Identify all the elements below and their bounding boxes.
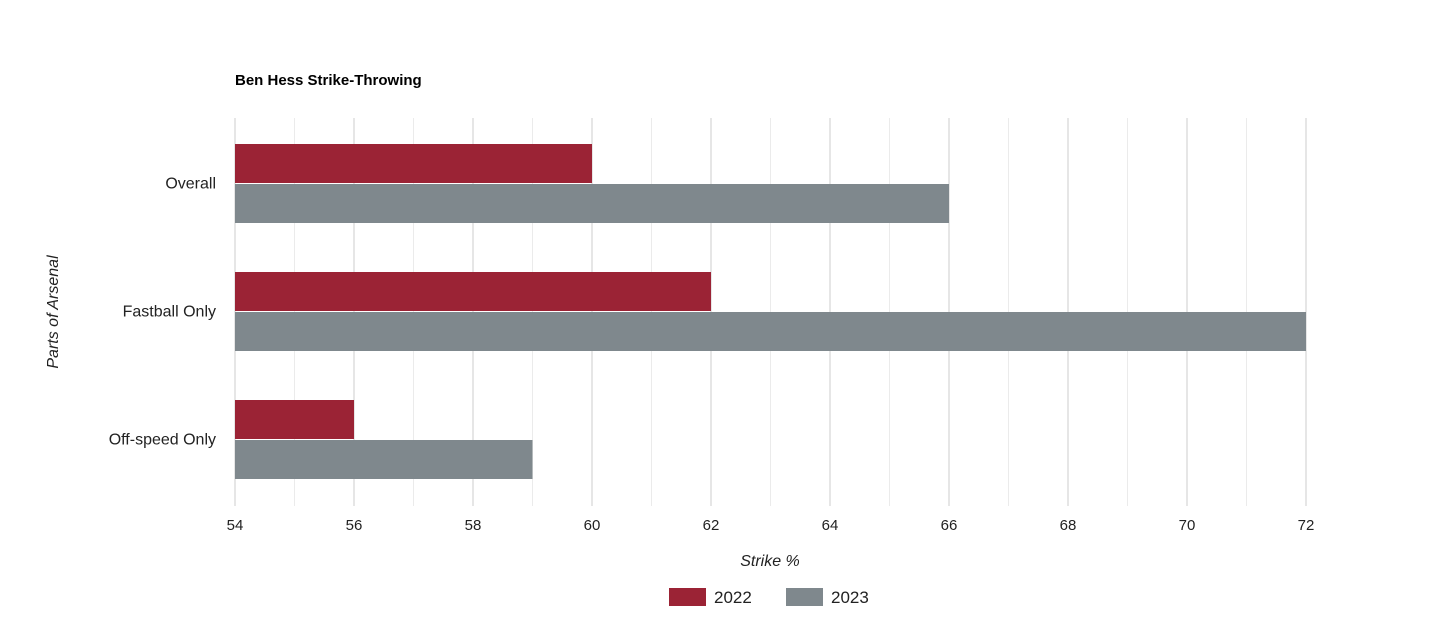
x-tick-label: 64	[822, 517, 839, 534]
bar-2022-fastball-only	[235, 272, 711, 311]
x-tick-labels: 54 56 58 60 62 64 66 68 70 72	[227, 517, 1315, 534]
bar-2023-overall	[235, 184, 949, 223]
legend-item-2022[interactable]: 2022	[669, 588, 752, 607]
legend-item-2023[interactable]: 2023	[786, 588, 869, 607]
bar-2023-fastball-only	[235, 312, 1306, 351]
x-tick-label: 58	[465, 517, 482, 534]
category-labels: Overall Fastball Only Off-speed Only	[109, 176, 216, 449]
x-tick-label: 54	[227, 517, 244, 534]
chart-title: Ben Hess Strike-Throwing	[235, 72, 422, 89]
bar-2023-off-speed-only	[235, 440, 533, 479]
category-label: Fastball Only	[123, 304, 216, 321]
x-tick-label: 70	[1179, 517, 1196, 534]
y-axis-title: Parts of Arsenal	[45, 255, 62, 369]
category-label: Overall	[165, 176, 216, 193]
bar-2022-overall	[235, 144, 592, 183]
legend: 2022 2023	[669, 588, 869, 607]
category-label: Off-speed Only	[109, 432, 216, 449]
x-tick-label: 62	[703, 517, 720, 534]
bar-2022-off-speed-only	[235, 400, 354, 439]
x-tick-label: 60	[584, 517, 601, 534]
legend-label: 2023	[831, 588, 869, 607]
legend-swatch	[669, 588, 706, 606]
x-tick-label: 66	[941, 517, 958, 534]
x-tick-label: 72	[1298, 517, 1315, 534]
x-tick-label: 56	[346, 517, 363, 534]
legend-swatch	[786, 588, 823, 606]
x-tick-label: 68	[1060, 517, 1077, 534]
legend-label: 2022	[714, 588, 752, 607]
x-axis-title: Strike %	[740, 553, 800, 570]
bars	[235, 144, 1306, 479]
